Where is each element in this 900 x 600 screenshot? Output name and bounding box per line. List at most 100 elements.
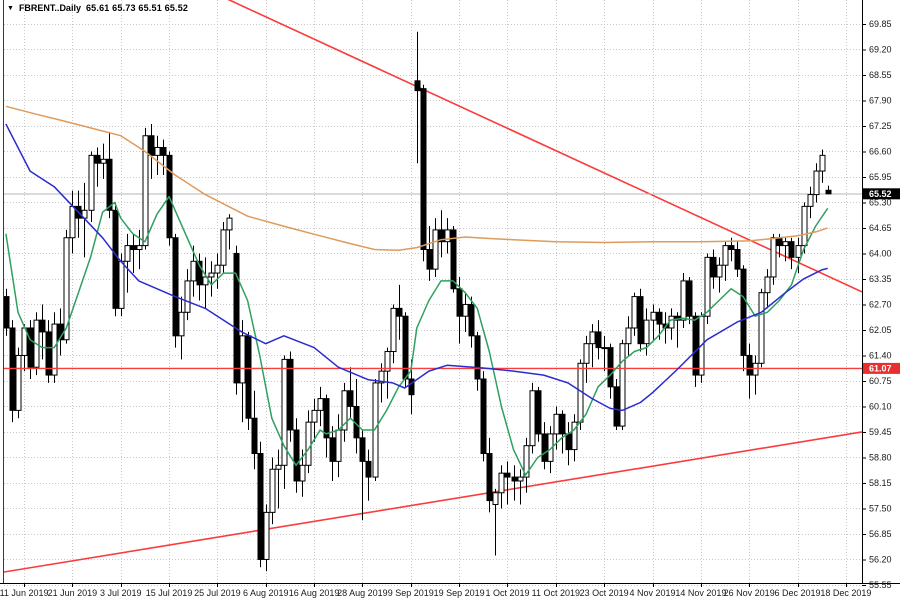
- down-candle: [130, 245, 137, 251]
- ohlc-readout: 65.61 65.73 65.51 65.52: [85, 3, 189, 13]
- down-candle: [450, 229, 457, 290]
- down-candle: [456, 288, 463, 317]
- price-tick-label: 60.75: [869, 376, 892, 386]
- down-candle: [468, 303, 475, 337]
- price-axis[interactable]: 69.85 69.20 68.55 67.90 67.25 66.60 65.95 65.30…: [862, 19, 900, 590]
- price-tick-label: 62.05: [869, 325, 892, 335]
- down-candle: [251, 417, 258, 455]
- date-tick-label: 6 Aug 2019: [243, 588, 289, 598]
- date-tick-label: 19 Sep 2019: [434, 588, 485, 598]
- price-tick-label: 65.30: [869, 197, 892, 207]
- down-candle: [776, 237, 783, 247]
- up-candle: [335, 429, 342, 462]
- up-candle: [184, 280, 191, 313]
- up-candle: [305, 421, 312, 466]
- price-tick-label: 69.20: [869, 44, 892, 54]
- price-tick-label: 69.85: [869, 19, 892, 29]
- up-candle: [226, 217, 233, 231]
- up-candle: [299, 464, 306, 482]
- price-tick-label: 67.90: [869, 95, 892, 105]
- up-candle: [716, 264, 723, 278]
- down-candle: [94, 154, 101, 164]
- collapse-triangle-icon[interactable]: ▼: [7, 4, 14, 12]
- up-candle: [498, 472, 505, 494]
- down-candle: [565, 433, 572, 451]
- price-tick-label: 57.50: [869, 503, 892, 513]
- down-candle: [148, 135, 155, 156]
- down-candle: [607, 347, 614, 388]
- up-candle: [722, 245, 729, 266]
- up-candle: [752, 362, 759, 376]
- down-candle: [112, 209, 119, 309]
- up-candle: [239, 335, 246, 384]
- ascending-support-trendline[interactable]: [4, 431, 862, 573]
- up-candle: [462, 303, 469, 317]
- down-candle: [637, 296, 644, 345]
- level-price-tag: [863, 362, 900, 374]
- down-candle: [535, 390, 542, 435]
- down-candle: [728, 245, 735, 251]
- date-tick-label: 21 Jun 2019: [48, 588, 98, 598]
- price-tick-label: 65.95: [869, 172, 892, 182]
- up-candle: [384, 351, 391, 372]
- up-candle: [807, 194, 814, 207]
- down-candle: [613, 386, 620, 427]
- up-candle: [782, 241, 789, 247]
- price-tick-label: 66.60: [869, 146, 892, 156]
- up-candle: [553, 413, 560, 435]
- down-candle: [740, 268, 747, 356]
- up-candle: [142, 135, 149, 247]
- up-candle: [813, 170, 820, 196]
- date-tick-label: 4 Nov 2019: [629, 588, 675, 598]
- date-tick-label: 14 Nov 2019: [675, 588, 726, 598]
- descending-resistance-trendline[interactable]: [4, 0, 862, 293]
- date-tick-label: 9 Sep 2019: [388, 588, 434, 598]
- trendlines: [4, 0, 862, 573]
- down-candle: [106, 158, 113, 211]
- down-candle: [734, 249, 741, 270]
- up-candle: [317, 398, 324, 411]
- down-candle: [656, 311, 663, 325]
- up-candle: [275, 464, 282, 470]
- up-candle: [619, 343, 626, 427]
- down-candle: [486, 453, 493, 502]
- date-tick-label: 11 Jun 2019: [0, 588, 48, 598]
- up-candle: [643, 319, 650, 345]
- price-tick-label: 61.40: [869, 350, 892, 360]
- up-candle: [202, 276, 209, 286]
- down-candle: [420, 88, 427, 251]
- down-candle: [39, 319, 46, 333]
- slow-ma-orange: [5, 105, 828, 252]
- up-candle: [214, 264, 221, 274]
- down-candle: [710, 256, 717, 278]
- down-candle: [323, 398, 330, 439]
- up-candle: [190, 260, 197, 282]
- down-candle: [9, 327, 16, 411]
- up-candle: [51, 323, 58, 376]
- down-candle: [474, 335, 481, 380]
- time-axis[interactable]: 11 Jun 2019 21 Jun 2019 3 Jul 2019 15 Jul 2…: [0, 583, 871, 598]
- current-price-tag: [863, 188, 900, 200]
- date-tick-label: 28 Aug 2019: [337, 588, 388, 598]
- up-candle: [220, 229, 227, 266]
- up-candle: [281, 358, 288, 466]
- date-tick-label: 3 Jul 2019: [100, 588, 142, 598]
- up-candle: [15, 354, 22, 411]
- current-price-tag-label: 65.52: [869, 189, 892, 199]
- down-candle: [257, 453, 264, 560]
- up-candle: [758, 292, 765, 364]
- medium-ma-blue: [5, 123, 828, 412]
- down-candle: [541, 433, 548, 462]
- down-candle: [160, 147, 167, 156]
- down-candle: [559, 413, 566, 435]
- date-tick-label: 6 Dec 2019: [775, 588, 821, 598]
- down-candle: [27, 327, 34, 368]
- price-tick-label: 60.10: [869, 401, 892, 411]
- up-candle: [124, 245, 131, 262]
- price-tick-label: 68.55: [869, 70, 892, 80]
- up-candle: [589, 331, 596, 345]
- down-candle: [347, 390, 354, 407]
